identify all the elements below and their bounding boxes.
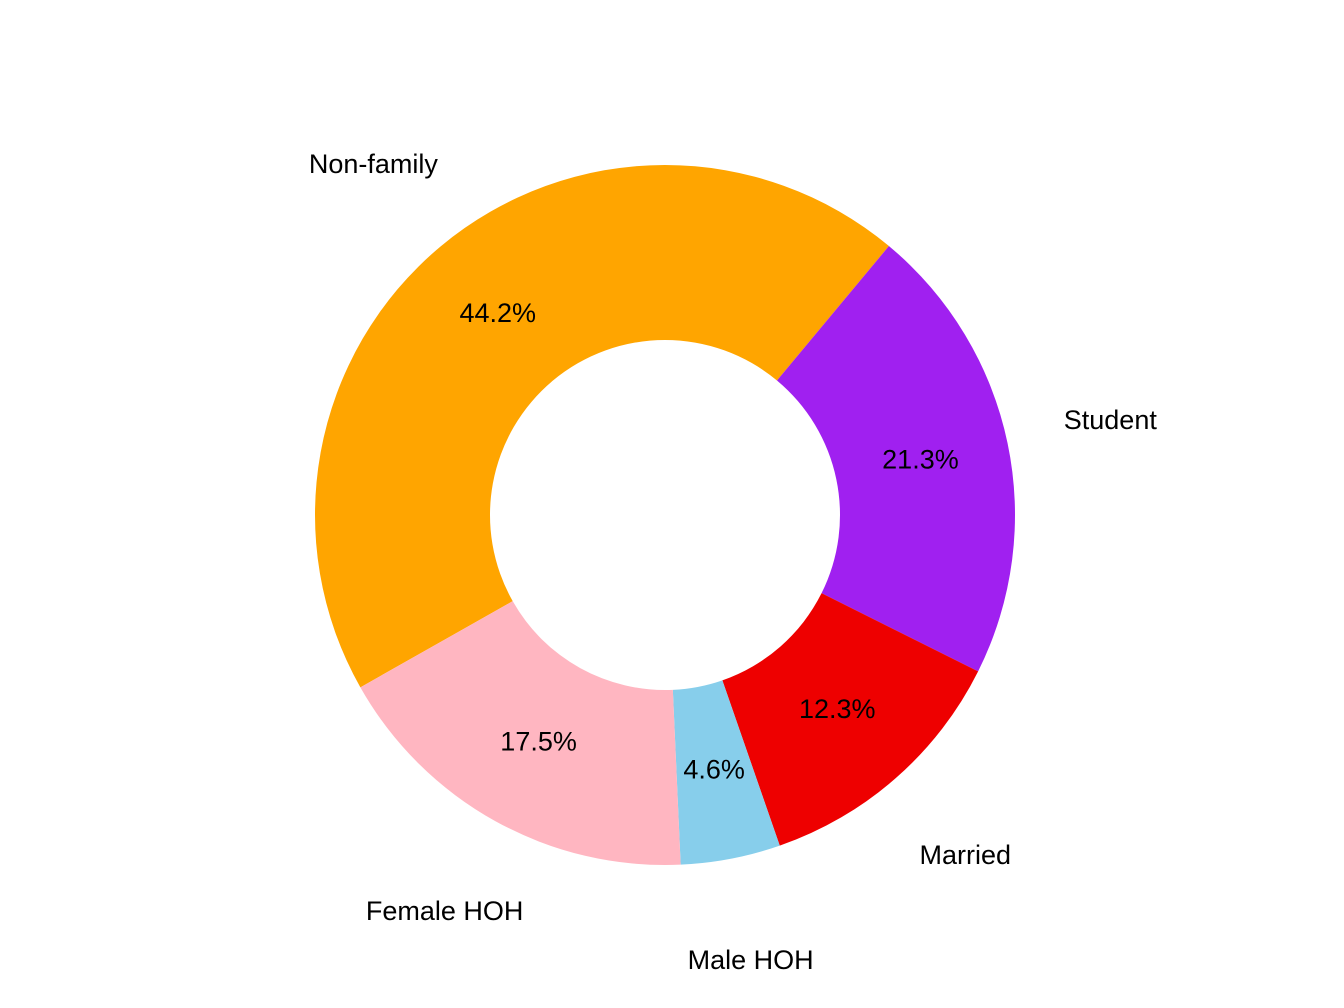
category-label: Female HOH <box>366 896 524 926</box>
donut-slice <box>360 601 681 865</box>
donut-slice <box>776 246 1015 672</box>
value-label: 12.3% <box>799 694 876 724</box>
donut-slice <box>672 680 780 865</box>
category-label: Married <box>920 840 1012 870</box>
value-label: 21.3% <box>882 445 959 475</box>
category-label: Student <box>1064 405 1158 435</box>
category-label: Non-family <box>309 149 439 179</box>
value-label: 44.2% <box>459 298 536 328</box>
donut-slice <box>314 164 889 688</box>
value-label: 4.6% <box>683 754 745 784</box>
donut-slice <box>722 593 979 846</box>
category-label: Male HOH <box>688 945 814 975</box>
value-label: 17.5% <box>500 726 577 756</box>
